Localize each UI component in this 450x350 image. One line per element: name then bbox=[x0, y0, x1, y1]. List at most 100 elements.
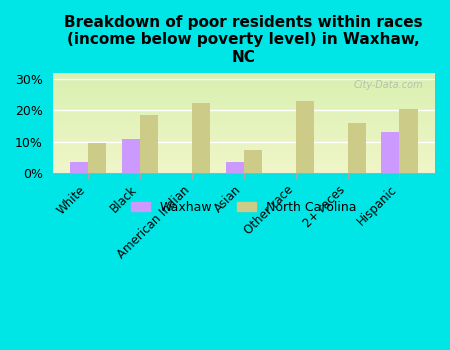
Bar bbox=[53, 104, 435, 105]
Bar bbox=[53, 165, 435, 166]
Bar bbox=[53, 110, 435, 111]
Bar bbox=[53, 122, 435, 123]
Bar bbox=[53, 134, 435, 135]
Legend: Waxhaw, North Carolina: Waxhaw, North Carolina bbox=[126, 196, 362, 219]
Bar bbox=[347, 123, 366, 173]
Bar bbox=[53, 84, 435, 85]
Bar bbox=[53, 75, 435, 76]
Bar bbox=[53, 133, 435, 134]
Bar bbox=[53, 81, 435, 82]
Bar bbox=[381, 132, 400, 173]
Bar bbox=[53, 91, 435, 92]
Bar bbox=[53, 74, 435, 75]
Bar bbox=[53, 102, 435, 103]
Bar bbox=[53, 76, 435, 77]
Bar bbox=[296, 101, 314, 173]
Bar bbox=[53, 90, 435, 91]
Bar bbox=[53, 85, 435, 86]
Bar bbox=[53, 130, 435, 131]
Bar bbox=[53, 113, 435, 114]
Bar bbox=[53, 167, 435, 168]
Bar bbox=[53, 98, 435, 99]
Bar bbox=[53, 125, 435, 126]
Bar bbox=[122, 139, 140, 173]
Bar bbox=[53, 118, 435, 119]
Bar bbox=[53, 80, 435, 81]
Bar bbox=[53, 95, 435, 96]
Bar bbox=[53, 73, 435, 74]
Bar bbox=[225, 162, 244, 173]
Bar bbox=[53, 123, 435, 124]
Bar bbox=[53, 161, 435, 162]
Bar bbox=[53, 155, 435, 156]
Bar bbox=[53, 151, 435, 152]
Bar bbox=[53, 114, 435, 115]
Bar bbox=[53, 77, 435, 78]
Bar bbox=[53, 89, 435, 90]
Bar bbox=[53, 103, 435, 104]
Bar bbox=[53, 144, 435, 145]
Bar bbox=[53, 86, 435, 87]
Bar bbox=[244, 150, 262, 173]
Bar bbox=[53, 145, 435, 146]
Bar bbox=[53, 79, 435, 80]
Bar bbox=[53, 119, 435, 120]
Bar bbox=[53, 170, 435, 171]
Bar bbox=[53, 172, 435, 173]
Bar bbox=[53, 150, 435, 151]
Bar bbox=[53, 158, 435, 159]
Bar bbox=[53, 166, 435, 167]
Bar bbox=[53, 120, 435, 121]
Bar bbox=[53, 164, 435, 165]
Bar bbox=[53, 116, 435, 117]
Bar bbox=[53, 140, 435, 141]
Bar bbox=[53, 132, 435, 133]
Bar bbox=[53, 94, 435, 95]
Bar bbox=[53, 143, 435, 144]
Bar bbox=[53, 156, 435, 157]
Bar bbox=[53, 142, 435, 143]
Bar bbox=[53, 78, 435, 79]
Bar bbox=[53, 96, 435, 97]
Bar bbox=[53, 129, 435, 130]
Bar bbox=[53, 146, 435, 147]
Bar bbox=[53, 121, 435, 122]
Bar bbox=[53, 160, 435, 161]
Bar bbox=[400, 109, 418, 173]
Bar bbox=[53, 87, 435, 88]
Bar bbox=[53, 109, 435, 110]
Bar bbox=[53, 117, 435, 118]
Bar bbox=[53, 138, 435, 139]
Bar bbox=[53, 162, 435, 163]
Bar bbox=[53, 112, 435, 113]
Bar bbox=[192, 103, 210, 173]
Bar bbox=[53, 124, 435, 125]
Bar bbox=[53, 82, 435, 83]
Bar bbox=[53, 149, 435, 150]
Bar bbox=[53, 171, 435, 172]
Bar bbox=[53, 153, 435, 154]
Bar bbox=[53, 128, 435, 129]
Bar bbox=[140, 115, 158, 173]
Bar bbox=[53, 105, 435, 106]
Bar bbox=[53, 136, 435, 137]
Bar bbox=[53, 152, 435, 153]
Bar bbox=[53, 163, 435, 164]
Text: City-Data.com: City-Data.com bbox=[354, 80, 423, 90]
Bar bbox=[53, 154, 435, 155]
Bar bbox=[53, 137, 435, 138]
Bar bbox=[53, 139, 435, 140]
Bar bbox=[53, 141, 435, 142]
Bar bbox=[53, 93, 435, 94]
Bar bbox=[53, 127, 435, 128]
Bar bbox=[53, 92, 435, 93]
Bar bbox=[53, 97, 435, 98]
Bar bbox=[53, 88, 435, 89]
Bar bbox=[53, 115, 435, 116]
Bar bbox=[53, 108, 435, 109]
Bar bbox=[53, 100, 435, 101]
Bar bbox=[53, 111, 435, 112]
Bar bbox=[53, 169, 435, 170]
Title: Breakdown of poor residents within races
(income below poverty level) in Waxhaw,: Breakdown of poor residents within races… bbox=[64, 15, 423, 65]
Bar bbox=[53, 157, 435, 158]
